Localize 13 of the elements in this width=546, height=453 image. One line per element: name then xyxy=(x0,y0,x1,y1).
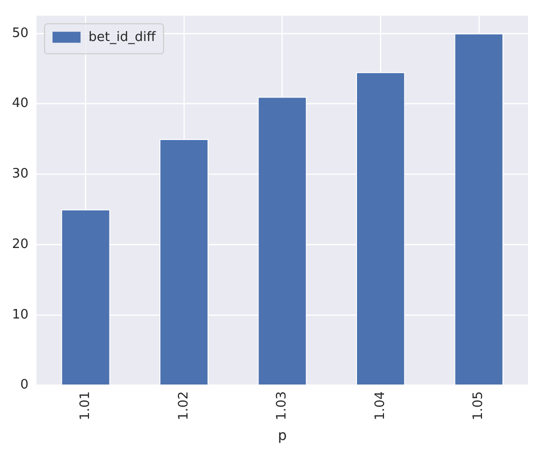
y-tick-label: 30 xyxy=(12,166,29,182)
y-tick-label: 0 xyxy=(20,378,29,393)
x-tick-label: 1.02 xyxy=(176,391,192,420)
y-tick-label: 40 xyxy=(12,96,29,112)
x-tick-label: 1.05 xyxy=(471,391,486,420)
x-tick-label: 1.03 xyxy=(274,391,290,420)
x-tick-label: 1.04 xyxy=(372,391,388,420)
legend-label: bet_id_diff xyxy=(88,30,157,46)
y-tick-label: 10 xyxy=(12,307,29,322)
x-axis-title: p xyxy=(278,428,287,444)
y-tick-label: 20 xyxy=(12,236,29,252)
y-tick-label: 50 xyxy=(12,26,29,41)
x-tick-label: 1.01 xyxy=(78,391,94,420)
